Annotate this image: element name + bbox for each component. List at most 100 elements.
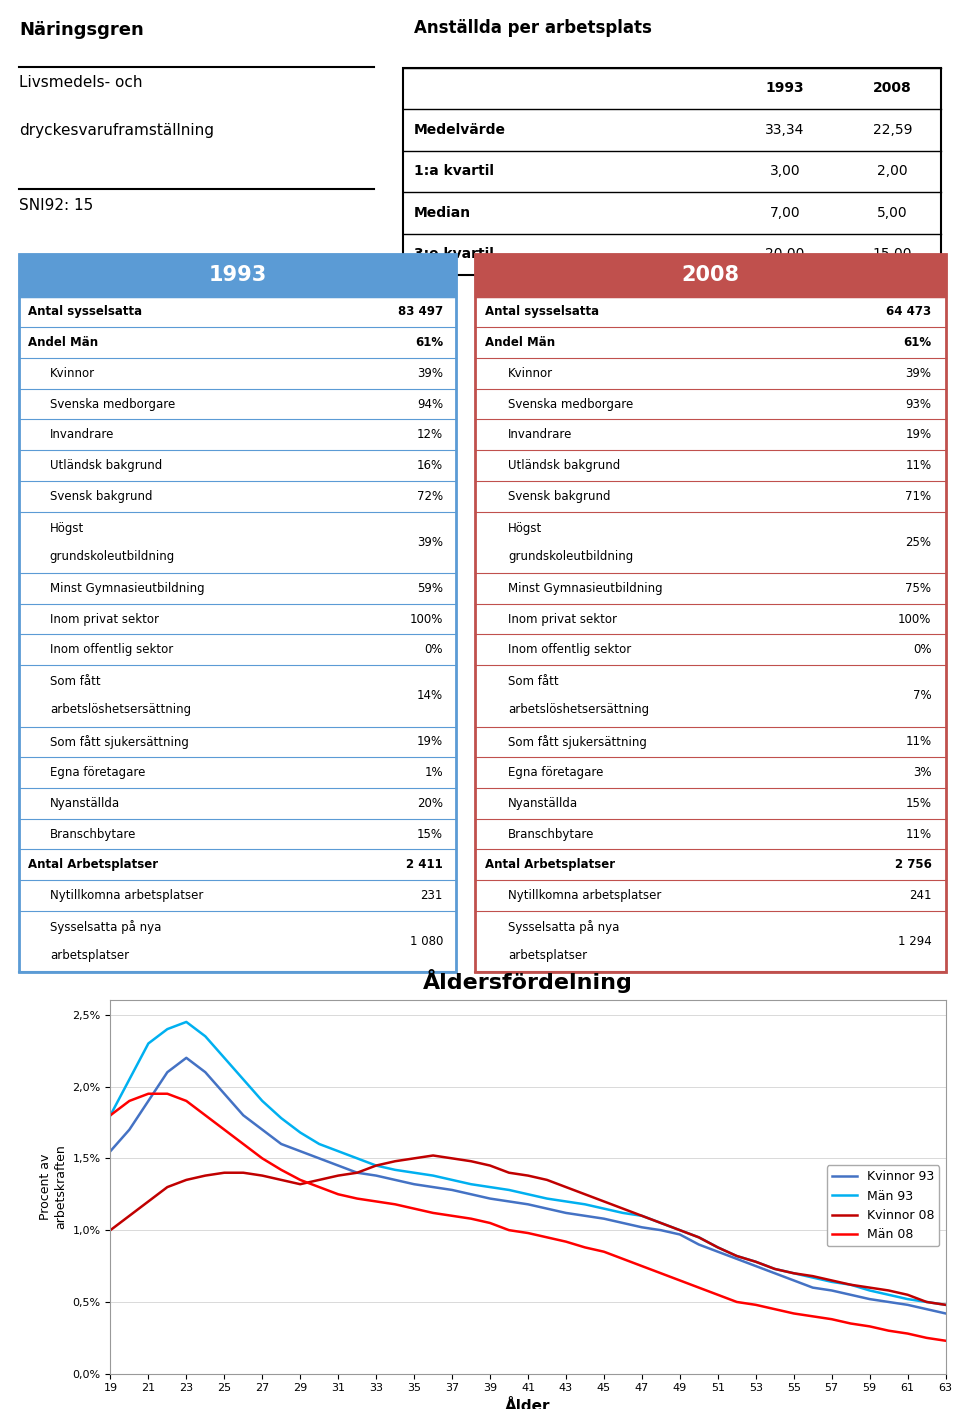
Kvinnor 08 [826, 1272, 837, 1289]
Text: SNI92: 15: SNI92: 15 [19, 197, 93, 213]
Män 08 [503, 1222, 515, 1239]
Text: Inom privat sektor: Inom privat sektor [50, 613, 158, 626]
Text: Antal sysselsatta: Antal sysselsatta [28, 306, 142, 318]
Text: Egna företagare: Egna företagare [50, 766, 145, 779]
Kvinnor 08 [390, 1153, 401, 1169]
Män 08 [579, 1239, 590, 1255]
Text: Utländsk bakgrund: Utländsk bakgrund [50, 459, 162, 472]
Kvinnor 93 [351, 1164, 363, 1181]
Kvinnor 93 [561, 1205, 572, 1222]
Text: Som fått sjukersättning: Som fått sjukersättning [508, 735, 647, 748]
Kvinnor 93 [541, 1200, 553, 1217]
Kvinnor 93 [256, 1122, 268, 1138]
Män 93 [617, 1205, 629, 1222]
Text: Antal Arbetsplatser: Antal Arbetsplatser [28, 858, 158, 871]
Text: Kvinnor: Kvinnor [508, 366, 553, 380]
Text: Högst: Högst [50, 521, 84, 534]
Text: Sysselsatta på nya: Sysselsatta på nya [50, 920, 161, 934]
Män 93 [332, 1143, 344, 1160]
Män 08 [598, 1243, 610, 1260]
Kvinnor 93 [693, 1236, 705, 1253]
Text: 11%: 11% [905, 735, 931, 748]
Text: 1:a kvartil: 1:a kvartil [414, 165, 494, 179]
Text: 2,00: 2,00 [877, 165, 908, 179]
Kvinnor 08 [655, 1215, 666, 1231]
Text: 2008: 2008 [682, 265, 739, 285]
Män 08 [219, 1122, 230, 1138]
Kvinnor 08 [901, 1286, 913, 1303]
Text: Svensk bakgrund: Svensk bakgrund [50, 490, 153, 503]
Kvinnor 08 [161, 1178, 173, 1195]
Text: Som fått: Som fått [50, 675, 101, 688]
Män 93 [541, 1191, 553, 1208]
Y-axis label: Procent av
arbetskraften: Procent av arbetskraften [38, 1144, 67, 1230]
Män 08 [864, 1317, 876, 1334]
Män 08 [788, 1305, 800, 1322]
Text: 33,34: 33,34 [765, 123, 804, 137]
Text: 22,59: 22,59 [873, 123, 912, 137]
Kvinnor 08 [446, 1150, 458, 1167]
Män 08 [636, 1258, 648, 1275]
Kvinnor 08 [219, 1164, 230, 1181]
Män 08 [351, 1191, 363, 1208]
Män 93 [940, 1296, 951, 1313]
Män 08 [313, 1178, 324, 1195]
Kvinnor 93 [826, 1282, 837, 1299]
Män 08 [105, 1107, 116, 1124]
Män 08 [750, 1296, 761, 1313]
Text: 1993: 1993 [765, 82, 804, 96]
Kvinnor 93 [940, 1305, 951, 1322]
Män 08 [466, 1210, 477, 1227]
Text: 19%: 19% [417, 735, 443, 748]
Text: Som fått sjukersättning: Som fått sjukersättning [50, 735, 189, 748]
Kvinnor 08 [732, 1247, 743, 1264]
Text: Medelvärde: Medelvärde [414, 123, 506, 137]
Text: Nyanställda: Nyanställda [50, 797, 120, 810]
Män 93 [807, 1270, 819, 1286]
Text: 39%: 39% [905, 366, 931, 380]
Män 93 [276, 1110, 287, 1127]
Kvinnor 93 [313, 1150, 324, 1167]
Män 93 [484, 1178, 495, 1195]
Kvinnor 08 [105, 1222, 116, 1239]
Text: arbetslöshetsersättning: arbetslöshetsersättning [508, 703, 649, 716]
Kvinnor 08 [484, 1157, 495, 1174]
Text: 19%: 19% [905, 428, 931, 441]
Kvinnor 93 [617, 1215, 629, 1231]
Män 08 [845, 1315, 856, 1332]
Text: 61%: 61% [415, 337, 443, 349]
Text: 15,00: 15,00 [873, 248, 912, 261]
Kvinnor 08 [180, 1171, 192, 1188]
Män 08 [427, 1205, 439, 1222]
Text: Andel Män: Andel Män [28, 337, 98, 349]
Text: 20%: 20% [417, 797, 443, 810]
Text: 1993: 1993 [208, 265, 267, 285]
Män 08 [561, 1233, 572, 1250]
Text: 16%: 16% [417, 459, 443, 472]
Kvinnor 93 [732, 1250, 743, 1267]
Text: Antal Arbetsplatser: Antal Arbetsplatser [485, 858, 614, 871]
Kvinnor 93 [180, 1050, 192, 1067]
Män 93 [256, 1092, 268, 1109]
Text: 75%: 75% [905, 582, 931, 595]
Män 08 [180, 1092, 192, 1109]
Kvinnor 93 [522, 1196, 534, 1213]
Text: Nytillkomna arbetsplatser: Nytillkomna arbetsplatser [508, 889, 661, 902]
Män 08 [826, 1310, 837, 1327]
Kvinnor 08 [693, 1229, 705, 1246]
Kvinnor 08 [769, 1261, 780, 1278]
Kvinnor 93 [124, 1122, 135, 1138]
Kvinnor 08 [845, 1277, 856, 1293]
Män 08 [712, 1286, 724, 1303]
Kvinnor 93 [484, 1191, 495, 1208]
Text: Kvinnor: Kvinnor [50, 366, 95, 380]
Kvinnor 93 [864, 1291, 876, 1308]
Kvinnor 93 [788, 1272, 800, 1289]
Text: 39%: 39% [417, 535, 443, 548]
Text: 2 756: 2 756 [895, 858, 931, 871]
Line: Kvinnor 08: Kvinnor 08 [110, 1155, 946, 1305]
Män 08 [541, 1229, 553, 1246]
Text: Anställda per arbetsplats: Anställda per arbetsplats [414, 20, 652, 38]
Kvinnor 93 [332, 1157, 344, 1174]
Män 93 [466, 1175, 477, 1192]
